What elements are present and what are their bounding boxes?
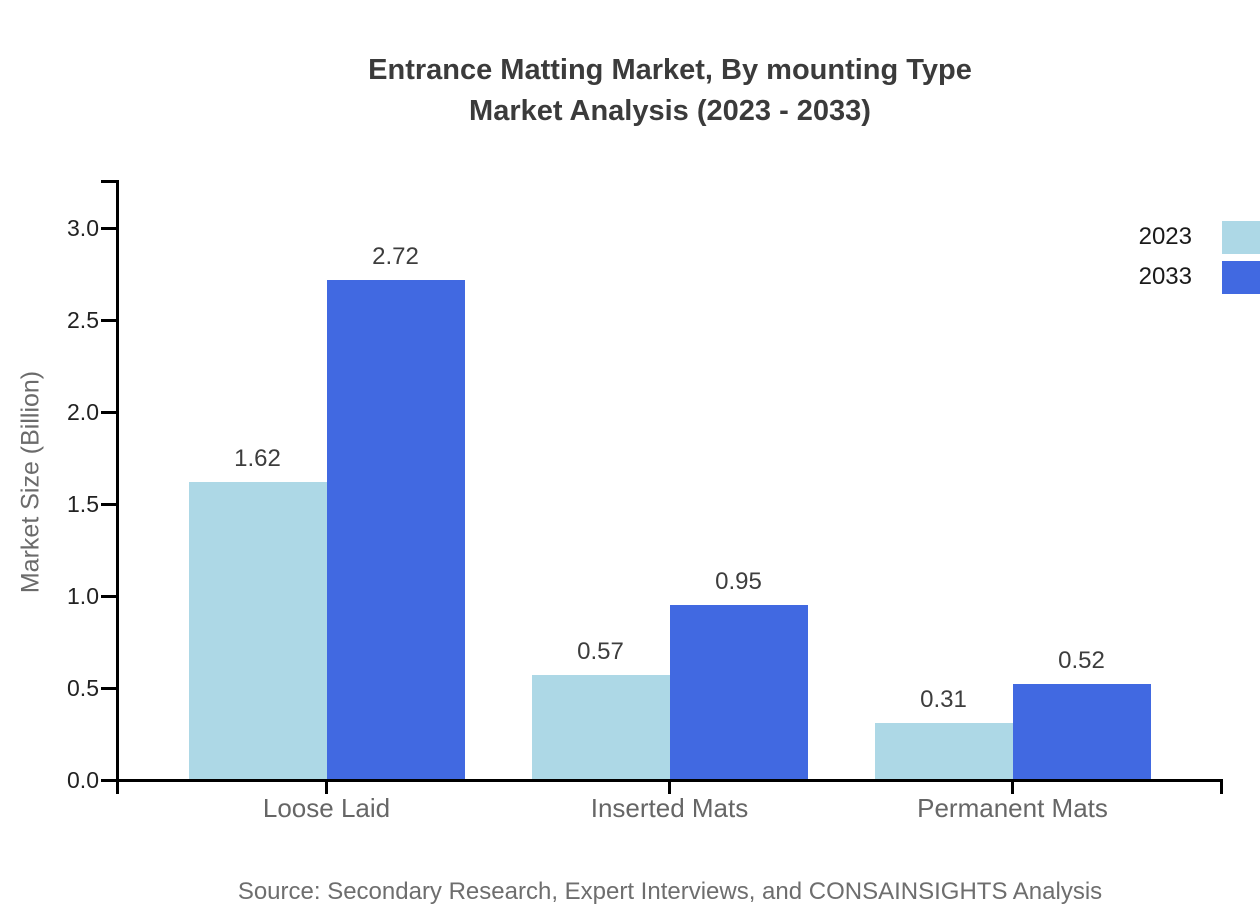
y-tick-mark xyxy=(101,503,117,506)
x-category-label-inserted-mats: Inserted Mats xyxy=(590,793,749,823)
bar-value-label-2023-loose-laid: 1.62 xyxy=(234,445,281,472)
y-tick-label: 3.0 xyxy=(67,215,99,241)
chart-title: Entrance Matting Market, By mounting Typ… xyxy=(117,50,1223,132)
y-tick-label: 0.5 xyxy=(67,675,99,701)
y-tick-mark xyxy=(101,411,117,414)
x-axis-line xyxy=(116,779,1223,782)
y-tick-label: 2.0 xyxy=(67,399,99,425)
y-axis-line xyxy=(116,180,119,794)
source-note: Source: Secondary Research, Expert Inter… xyxy=(237,878,1103,905)
x-tick-mark-loose-laid xyxy=(325,780,328,794)
x-category-label-loose-laid: Loose Laid xyxy=(262,793,391,823)
chart-title-line2: Market Analysis (2023 - 2033) xyxy=(469,95,871,127)
y-tick-label: 2.5 xyxy=(67,307,99,333)
legend-item-2033: 2033 xyxy=(1137,260,1260,294)
bar-2033-permanent-mats xyxy=(1012,684,1151,780)
legend-label-2023: 2023 xyxy=(1138,223,1192,250)
bar-2033-inserted-mats xyxy=(669,605,808,780)
bar-2023-loose-laid xyxy=(188,482,327,780)
y-tick-mark xyxy=(101,319,117,322)
bar-value-label-2023-permanent-mats: 0.31 xyxy=(920,686,967,713)
bar-value-label-2023-inserted-mats: 0.57 xyxy=(577,638,624,665)
y-tick-mark xyxy=(101,779,117,782)
bar-value-label-2033-inserted-mats: 0.95 xyxy=(715,568,762,595)
bar-value-label-2033-loose-laid: 2.72 xyxy=(372,243,419,270)
y-axis-top-cap xyxy=(101,180,117,183)
y-tick-label: 1.5 xyxy=(67,491,99,517)
x-axis-end-cap xyxy=(1220,779,1223,794)
x-tick-mark-inserted-mats xyxy=(668,780,671,794)
bar-2023-inserted-mats xyxy=(531,675,670,780)
y-tick-label: 0.0 xyxy=(67,767,99,793)
bar-2023-permanent-mats xyxy=(874,723,1013,780)
y-tick-mark xyxy=(101,687,117,690)
y-tick-label: 1.0 xyxy=(67,583,99,609)
bar-value-label-2033-permanent-mats: 0.52 xyxy=(1058,647,1105,674)
chart-title-line1: Entrance Matting Market, By mounting Typ… xyxy=(368,54,972,86)
legend-swatch-2023 xyxy=(1222,220,1260,254)
legend-swatch-2033 xyxy=(1222,260,1260,294)
legend-label-2033: 2033 xyxy=(1138,263,1192,290)
y-tick-mark xyxy=(101,227,117,230)
bar-2033-loose-laid xyxy=(326,280,465,780)
x-tick-mark-permanent-mats xyxy=(1011,780,1014,794)
y-tick-mark xyxy=(101,595,117,598)
legend-item-2023: 2023 xyxy=(1137,220,1260,254)
x-category-label-permanent-mats: Permanent Mats xyxy=(917,793,1108,823)
